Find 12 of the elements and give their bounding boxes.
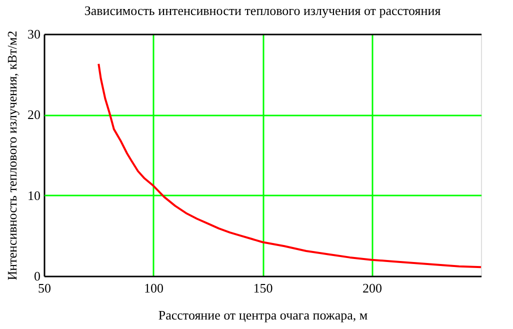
x-tick-label: 50 [38, 280, 51, 296]
line-series [98, 62, 482, 268]
x-tick-label: 150 [253, 280, 273, 296]
chart-title: Зависимость интенсивности теплового излучения от расстояния [84, 3, 441, 18]
x-tick-label: 100 [144, 280, 164, 296]
x-axis-title: Расстояние от центра очага пожара, м [158, 308, 368, 322]
y-tick-label: 30 [28, 26, 40, 42]
y-tick-label: 20 [28, 107, 40, 122]
y-tick-label: 10 [28, 188, 40, 203]
y-axis-title: Интенсивность теплового излучения, кВт/м2 [4, 30, 20, 280]
x-tick-label: 200 [362, 280, 382, 296]
y-tick-label: 0 [34, 268, 40, 284]
